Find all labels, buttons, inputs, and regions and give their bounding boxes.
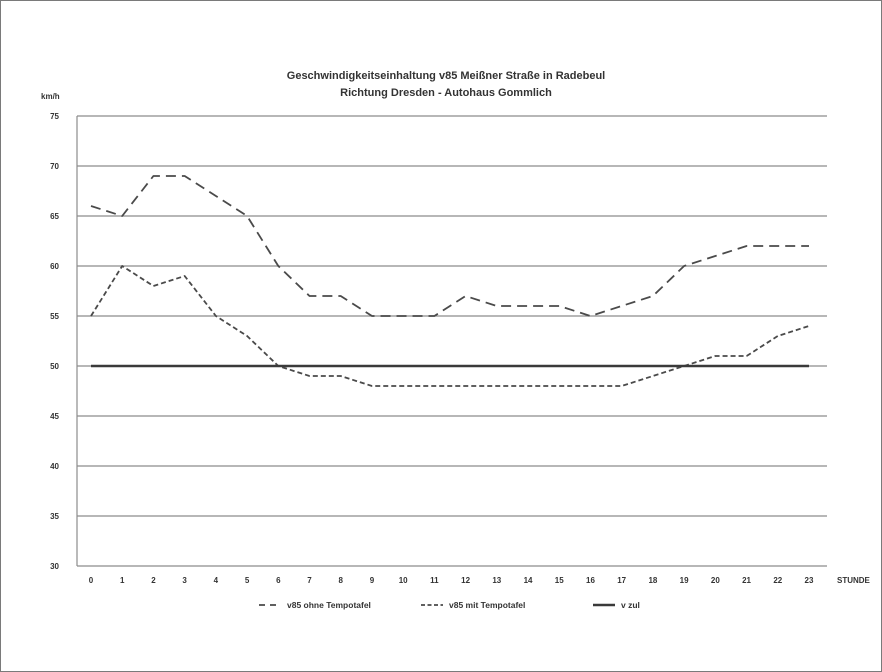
series-line-0 xyxy=(90,175,809,317)
x-tick-7: 7 xyxy=(307,576,312,585)
y-tick-65: 65 xyxy=(50,212,59,221)
x-tick-8: 8 xyxy=(339,576,344,585)
x-tick-2: 2 xyxy=(151,576,156,585)
chart-title: Geschwindigkeitseinhaltung v85 Meißner S… xyxy=(287,70,605,82)
y-tick-75: 75 xyxy=(50,112,59,121)
gridlines xyxy=(76,115,827,567)
legend-label-1: v85 mit Tempotafel xyxy=(449,600,525,610)
x-tick-9: 9 xyxy=(370,576,375,585)
x-tick-23: 23 xyxy=(805,576,814,585)
x-tick-19: 19 xyxy=(680,576,689,585)
x-tick-21: 21 xyxy=(742,576,751,585)
x-tick-18: 18 xyxy=(648,576,657,585)
x-tick-11: 11 xyxy=(430,576,439,585)
legend-label-0: v85 ohne Tempotafel xyxy=(287,600,371,610)
x-tick-12: 12 xyxy=(461,576,470,585)
x-tick-15: 15 xyxy=(555,576,564,585)
x-tick-17: 17 xyxy=(617,576,626,585)
x-tick-labels: 0 1 2 3 4 5 6 7 8 9 10 11 12 13 14 15 16 17 18 19 20 21 22 23 xyxy=(89,576,814,585)
y-tick-55: 55 xyxy=(50,312,59,321)
y-tick-60: 60 xyxy=(50,262,59,271)
y-tick-30: 30 xyxy=(50,562,59,571)
x-tick-14: 14 xyxy=(524,576,533,585)
legend: v85 ohne Tempotafel v85 mit Tempotafel v z… xyxy=(259,600,640,610)
x-tick-0: 0 xyxy=(89,576,94,585)
x-tick-22: 22 xyxy=(773,576,782,585)
x-tick-16: 16 xyxy=(586,576,595,585)
legend-label-2: v zul xyxy=(621,600,640,610)
y-tick-70: 70 xyxy=(50,162,59,171)
x-tick-13: 13 xyxy=(492,576,501,585)
x-tick-5: 5 xyxy=(245,576,250,585)
plot-series xyxy=(90,175,810,387)
x-tick-6: 6 xyxy=(276,576,281,585)
y-tick-40: 40 xyxy=(50,462,59,471)
x-tick-1: 1 xyxy=(120,576,125,585)
x-tick-20: 20 xyxy=(711,576,720,585)
x-tick-3: 3 xyxy=(182,576,187,585)
y-axis-label: km/h xyxy=(41,92,60,101)
chart-subtitle: Richtung Dresden - Autohaus Gommlich xyxy=(340,87,552,99)
y-tick-labels: 30 35 40 45 50 55 60 65 70 75 xyxy=(50,112,59,571)
y-tick-50: 50 xyxy=(50,362,59,371)
y-tick-35: 35 xyxy=(50,512,59,521)
x-tick-10: 10 xyxy=(399,576,408,585)
x-axis-label: STUNDE xyxy=(837,576,871,585)
x-tick-4: 4 xyxy=(214,576,219,585)
series-line-1 xyxy=(90,265,810,387)
y-tick-45: 45 xyxy=(50,412,59,421)
